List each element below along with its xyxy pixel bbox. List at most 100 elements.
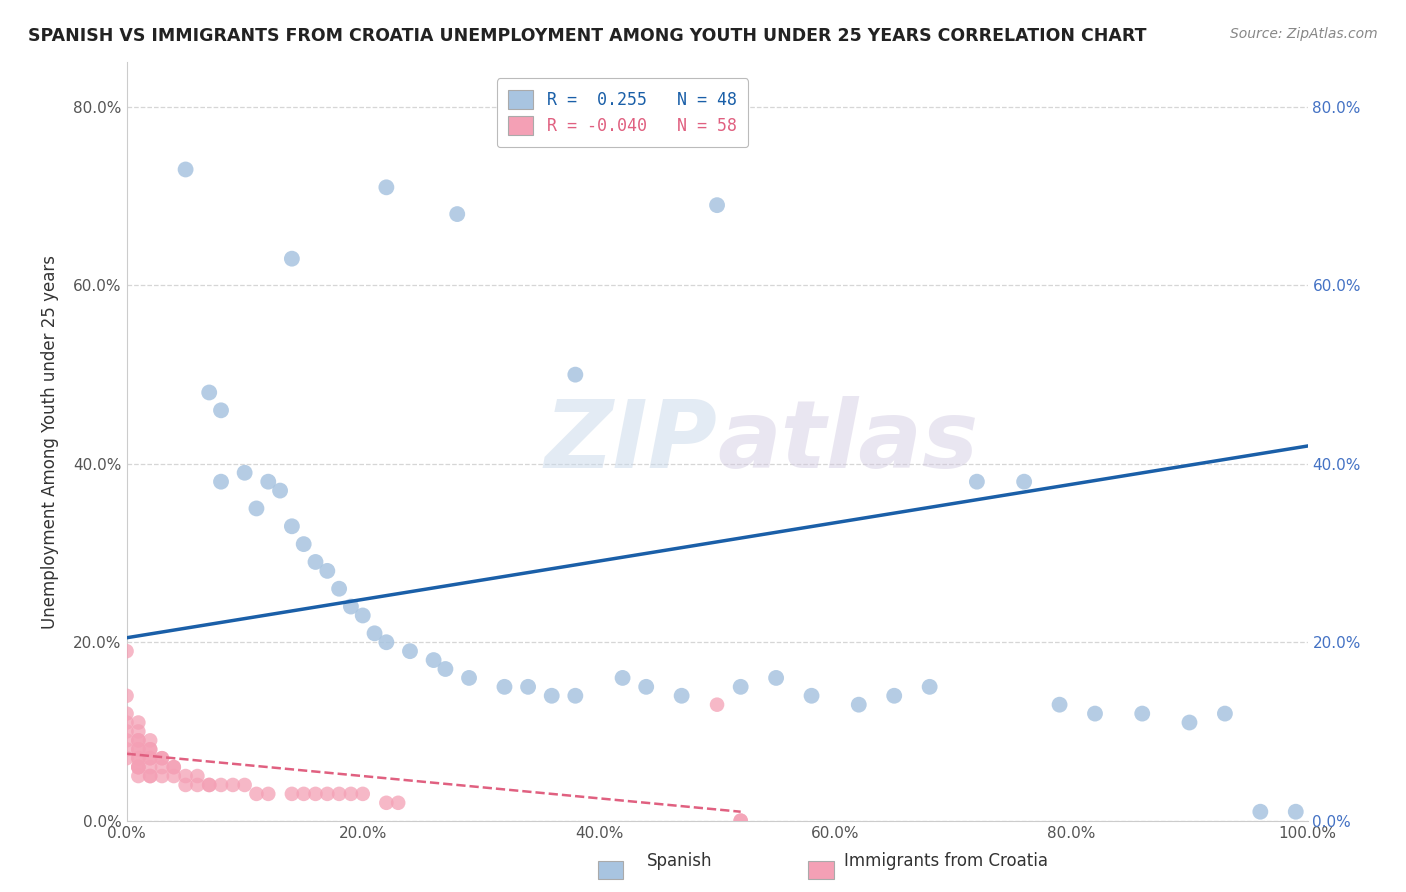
Point (127, 760, 149, 774)
Point (1084, 706, 1107, 721)
Point (281, 252, 304, 266)
Point (245, 501, 267, 516)
Point (966, 475, 988, 489)
Point (292, 537, 315, 551)
Point (1012, 475, 1035, 489)
Point (399, 644, 422, 658)
Point (328, 582, 350, 596)
Point (1249, 805, 1271, 819)
Point (150, 751, 173, 765)
Point (233, 778, 256, 792)
Point (1130, 706, 1153, 721)
Text: atlas: atlas (717, 395, 979, 488)
Point (127, 751, 149, 765)
Point (1049, 698, 1071, 712)
Point (671, 689, 693, 703)
Point (1213, 706, 1236, 721)
Point (186, 778, 208, 792)
Point (139, 733, 162, 747)
Point (115, 644, 138, 658)
Point (233, 466, 256, 480)
Point (127, 715, 149, 730)
Point (1285, 805, 1308, 819)
Text: Source: ZipAtlas.com: Source: ZipAtlas.com (1230, 27, 1378, 41)
Point (209, 475, 232, 489)
Point (163, 760, 186, 774)
Point (340, 599, 363, 614)
Point (163, 760, 186, 774)
Point (163, 769, 186, 783)
Point (150, 751, 173, 765)
Point (115, 724, 138, 739)
Point (352, 787, 374, 801)
Point (612, 671, 634, 685)
Point (127, 751, 149, 765)
Point (115, 751, 138, 765)
Point (540, 689, 562, 703)
Point (434, 662, 457, 676)
Point (150, 769, 173, 783)
Text: ZIP: ZIP (544, 395, 717, 488)
Point (363, 626, 385, 640)
Point (174, 769, 197, 783)
Y-axis label: Unemployment Among Youth under 25 years: Unemployment Among Youth under 25 years (41, 254, 59, 629)
Point (446, 207, 468, 221)
Point (281, 787, 304, 801)
Point (269, 483, 291, 498)
Point (352, 608, 374, 623)
Point (375, 796, 398, 810)
Point (174, 162, 197, 177)
Point (139, 769, 162, 783)
Point (316, 564, 339, 578)
Point (127, 742, 149, 756)
Point (198, 385, 221, 400)
Point (765, 671, 787, 685)
Point (127, 724, 149, 739)
Point (706, 198, 728, 212)
Legend: R =  0.255   N = 48, R = -0.040   N = 58: R = 0.255 N = 48, R = -0.040 N = 58 (496, 78, 748, 147)
Point (564, 368, 586, 382)
Point (209, 778, 232, 792)
Point (340, 787, 363, 801)
Point (706, 698, 728, 712)
Point (281, 519, 304, 533)
Point (198, 778, 221, 792)
Point (517, 680, 540, 694)
Point (375, 635, 398, 649)
Point (209, 403, 232, 417)
Point (115, 742, 138, 756)
Point (198, 778, 221, 792)
Point (115, 733, 138, 747)
Point (304, 555, 326, 569)
Point (918, 680, 941, 694)
Point (257, 787, 280, 801)
Point (115, 706, 138, 721)
Point (127, 760, 149, 774)
Point (139, 742, 162, 756)
Point (150, 760, 173, 774)
Point (494, 680, 516, 694)
Point (800, 689, 823, 703)
Point (458, 671, 481, 685)
Point (636, 680, 658, 694)
Text: SPANISH VS IMMIGRANTS FROM CROATIA UNEMPLOYMENT AMONG YOUTH UNDER 25 YEARS CORRE: SPANISH VS IMMIGRANTS FROM CROATIA UNEMP… (28, 27, 1147, 45)
Point (174, 778, 197, 792)
Point (115, 689, 138, 703)
Point (883, 689, 905, 703)
Point (186, 769, 208, 783)
Point (245, 787, 267, 801)
Text: Immigrants from Croatia: Immigrants from Croatia (844, 852, 1047, 870)
Point (127, 733, 149, 747)
Point (730, 814, 752, 828)
Point (127, 760, 149, 774)
Point (127, 769, 149, 783)
Point (387, 796, 409, 810)
Point (422, 653, 444, 667)
Point (257, 475, 280, 489)
Point (730, 680, 752, 694)
Point (139, 751, 162, 765)
Point (222, 778, 245, 792)
Point (328, 787, 350, 801)
Point (316, 787, 339, 801)
Point (1178, 715, 1201, 730)
